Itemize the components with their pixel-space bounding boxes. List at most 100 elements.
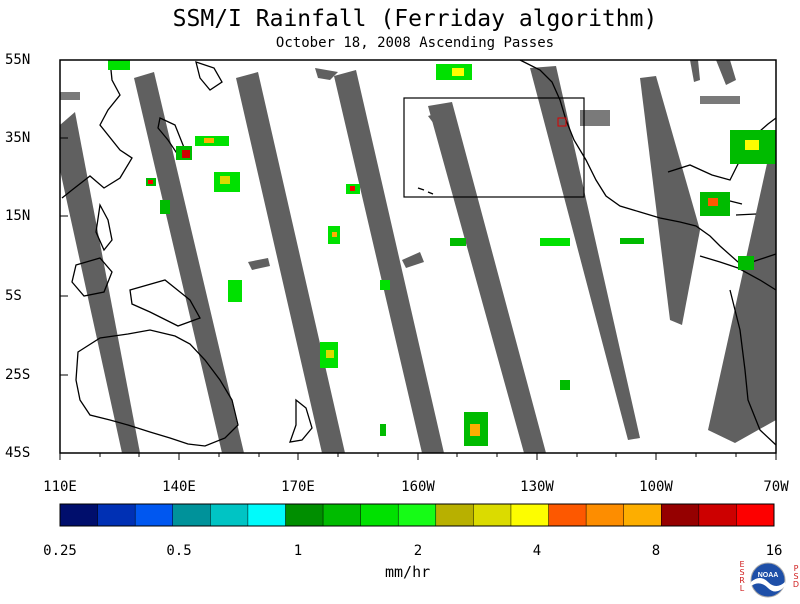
rain-pixel	[60, 92, 80, 100]
colorbar-swatch	[586, 504, 625, 526]
lon-label: 110E	[43, 479, 77, 495]
philippines-coast	[95, 202, 113, 252]
colorbar-swatch	[135, 504, 174, 526]
rain-pixel	[738, 256, 754, 270]
swath-band	[530, 66, 640, 440]
colorbar-swatch	[285, 504, 324, 526]
rainfall-pixels	[60, 60, 776, 446]
rain-pixel	[350, 186, 355, 191]
swath-band	[428, 102, 546, 453]
rain-pixel	[182, 150, 190, 158]
colorbar-swatch	[548, 504, 587, 526]
swath-fragment	[248, 258, 270, 270]
rain-pixel	[452, 68, 464, 76]
swath-fragment	[690, 60, 700, 82]
hawaii	[417, 187, 434, 195]
rain-pixel	[380, 280, 390, 290]
colorbar-tick-label: 2	[413, 543, 423, 559]
map-title: SSM/I Rainfall (Ferriday algorithm)	[172, 6, 658, 32]
colorbar-swatch	[698, 504, 737, 526]
lon-label: 160W	[401, 479, 435, 495]
rain-pixel	[108, 60, 130, 70]
rain-pixel	[326, 350, 334, 358]
lat-label: 55N	[5, 52, 31, 68]
swath-band	[334, 70, 444, 453]
swath-band	[640, 76, 700, 325]
axis-ticks	[59, 59, 777, 460]
rain-pixel	[700, 96, 740, 104]
colorbar-swatch	[360, 504, 399, 526]
colorbar-swatch	[661, 504, 700, 526]
north-america-coast	[519, 59, 777, 263]
lat-label: 45S	[5, 445, 31, 461]
swath-band	[134, 72, 244, 453]
rain-pixel	[620, 238, 644, 244]
lat-label: 5S	[5, 288, 22, 304]
colorbar-swatch	[323, 504, 362, 526]
rain-pixel	[708, 198, 718, 206]
rain-pixel	[160, 200, 170, 214]
rain-pixel	[560, 380, 570, 390]
lon-label: 130W	[520, 479, 554, 495]
highlight-marker	[557, 117, 567, 127]
new-zealand-coast	[289, 398, 313, 443]
swath-fragment	[428, 110, 452, 124]
colorbar-swatch	[623, 504, 662, 526]
colorbar-frame	[59, 503, 775, 527]
colorbar-swatch	[473, 504, 512, 526]
rain-pixel	[148, 180, 153, 184]
colorbar-swatch	[736, 504, 775, 526]
swath-band	[236, 72, 345, 453]
lon-label: 100W	[639, 479, 673, 495]
rain-pixel	[204, 138, 214, 143]
colorbar-swatch	[97, 504, 136, 526]
lat-label: 15N	[5, 208, 31, 224]
colorbar-swatch	[172, 504, 211, 526]
svg-text:NOAA: NOAA	[758, 572, 779, 579]
colorbar-swatch	[210, 504, 249, 526]
colorbar-tick-label: 8	[651, 543, 661, 559]
kamchatka-coast	[195, 61, 223, 91]
rain-pixel	[745, 140, 759, 150]
swath-fragment	[315, 68, 338, 80]
colorbar-tick-label: 0.25	[43, 543, 77, 559]
rain-pixel	[220, 176, 230, 184]
rain-pixel	[332, 232, 337, 237]
asia-coast	[61, 59, 133, 199]
borneo-coast	[71, 257, 113, 297]
gulf-coast	[667, 117, 777, 181]
australia-coast	[75, 329, 239, 447]
colorbar-tick-label: 16	[765, 543, 783, 559]
units-label: mm/hr	[385, 563, 431, 581]
region-box	[403, 97, 585, 198]
swath-fragment	[716, 60, 736, 85]
colorbar-swatch	[247, 504, 286, 526]
satellite-swaths	[60, 60, 776, 453]
noaa-logo: NOAA	[738, 560, 798, 600]
rain-pixel	[380, 424, 386, 436]
colorbar-swatch	[510, 504, 550, 526]
lon-label: 70W	[763, 479, 789, 495]
rain-pixel	[540, 238, 570, 246]
noaa-emblem-icon: NOAA	[750, 562, 786, 598]
colorbar-tick-label: 4	[532, 543, 542, 559]
colorbar-swatch	[435, 504, 474, 526]
lat-label: 35N	[5, 130, 31, 146]
colorbar-tick-label: 1	[293, 543, 303, 559]
colorbar-swatch	[398, 504, 437, 526]
colorbar-tick-label: 0.5	[166, 543, 192, 559]
new-guinea-coast	[129, 279, 201, 327]
rain-pixel	[228, 280, 242, 302]
colorbar-swatch	[60, 504, 99, 526]
lat-label: 25S	[5, 367, 31, 383]
swath-band	[708, 148, 776, 443]
lon-label: 140E	[162, 479, 196, 495]
map-subtitle: October 18, 2008 Ascending Passes	[275, 35, 555, 51]
rain-pixel	[470, 424, 480, 436]
lon-label: 170E	[281, 479, 315, 495]
rain-pixel	[450, 238, 466, 246]
colorbar	[59, 503, 775, 527]
